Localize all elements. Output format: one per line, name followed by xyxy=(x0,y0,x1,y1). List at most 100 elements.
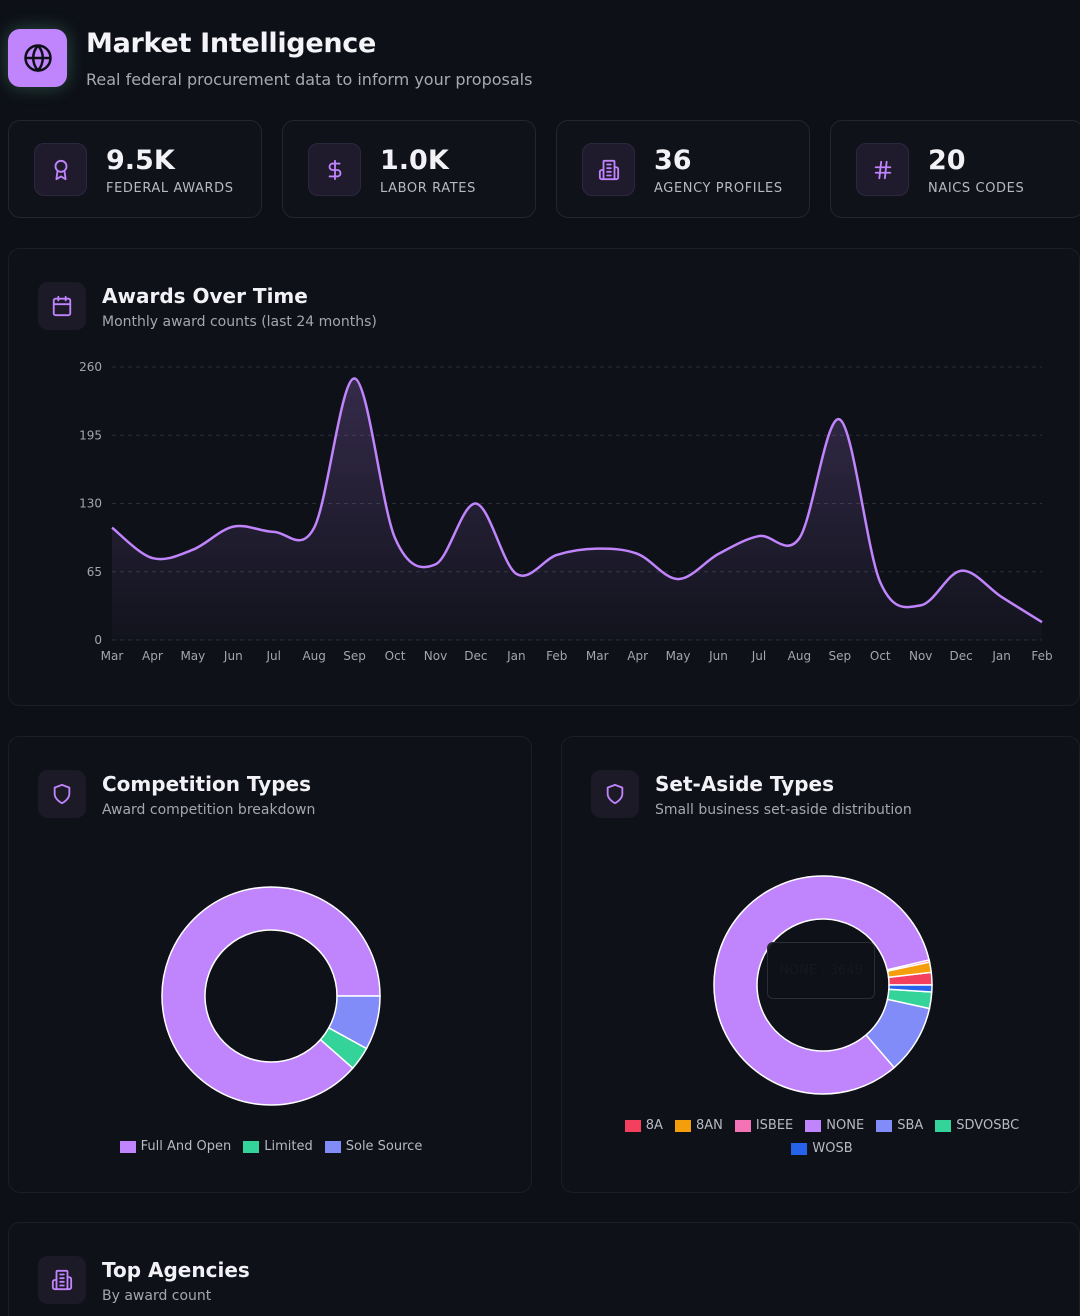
slice-sole-source[interactable] xyxy=(327,995,381,1050)
globe-icon xyxy=(8,29,67,87)
y-tick-label: 65 xyxy=(87,565,102,579)
legend-label: ISBEE xyxy=(755,1118,794,1133)
x-tick-label: Jun xyxy=(223,649,243,663)
slice-none[interactable] xyxy=(713,875,930,1095)
stat-label: AGENCY PROFILES xyxy=(654,181,783,196)
competition-types-card: Competition Types Award competition brea… xyxy=(8,736,532,1193)
tooltip-text: NONE : 3649 xyxy=(779,963,863,978)
legend-item-8a[interactable]: 8A xyxy=(624,1118,663,1133)
legend-label: Limited xyxy=(264,1139,313,1154)
calendar-icon xyxy=(38,282,86,330)
legend-swatch xyxy=(734,1119,751,1132)
x-tick-label: Apr xyxy=(627,649,648,663)
card-subtitle: Monthly award counts (last 24 months) xyxy=(102,314,377,330)
set-aside-types-card: Set-Aside Types Small business set-aside… xyxy=(561,736,1080,1193)
card-subtitle: By award count xyxy=(102,1288,212,1304)
stat-card-naics-codes[interactable]: 20 NAICS CODES xyxy=(830,120,1080,218)
x-tick-label: Sep xyxy=(343,649,366,663)
legend-item-sba[interactable]: SBA xyxy=(876,1118,923,1133)
x-tick-label: Oct xyxy=(385,649,406,663)
x-tick-label: May xyxy=(666,649,691,663)
legend-label: 8AN xyxy=(695,1118,723,1133)
stat-label: NAICS CODES xyxy=(928,181,1025,196)
page-header: Market Intelligence Real federal procure… xyxy=(8,28,1068,89)
area-fill xyxy=(112,378,1042,640)
set-aside-legend: 8A 8AN ISBEE NONE SBA SDVOSBC WOSB xyxy=(602,1118,1042,1164)
x-tick-label: Mar xyxy=(101,649,124,663)
x-tick-label: Jul xyxy=(751,649,766,663)
awards-line-chart: 0 65 130 195 260 Mar Apr May Jun Jul Aug Sep Oct Nov D… xyxy=(79,360,1053,663)
card-title: Set-Aside Types xyxy=(655,772,835,796)
competition-donut-chart xyxy=(161,886,381,1106)
legend-label: 8A xyxy=(645,1118,663,1133)
x-tick-label: Aug xyxy=(302,649,325,663)
stat-value: 20 xyxy=(928,145,966,176)
competition-legend: Full And Open Limited Sole Source xyxy=(9,1139,533,1162)
legend-label: Sole Source xyxy=(345,1139,423,1154)
legend-item-wosb[interactable]: WOSB xyxy=(791,1141,853,1156)
x-tick-label: Jan xyxy=(991,649,1011,663)
stat-card-federal-awards[interactable]: 9.5K FEDERAL AWARDS xyxy=(8,120,262,218)
legend-item-8an[interactable]: 8AN xyxy=(674,1118,723,1133)
slice-wosb[interactable] xyxy=(888,984,933,993)
x-tick-label: Feb xyxy=(546,649,567,663)
y-tick-label: 195 xyxy=(79,428,102,442)
legend-item-isbee[interactable]: ISBEE xyxy=(734,1118,794,1133)
y-tick-label: 130 xyxy=(79,497,102,511)
x-tick-label: Nov xyxy=(424,649,447,663)
award-icon xyxy=(34,143,87,196)
legend-item-sdvosbc[interactable]: SDVOSBC xyxy=(935,1118,1019,1133)
legend-swatch xyxy=(805,1119,822,1132)
legend-swatch xyxy=(935,1119,952,1132)
stat-value: 36 xyxy=(654,145,692,176)
legend-item-full-and-open[interactable]: Full And Open xyxy=(119,1139,232,1154)
card-subtitle: Award competition breakdown xyxy=(102,802,316,818)
series-line xyxy=(111,377,1043,624)
card-title: Competition Types xyxy=(102,772,312,796)
legend-label: SDVOSBC xyxy=(956,1118,1020,1133)
legend-swatch xyxy=(624,1119,641,1132)
set-aside-donut-chart xyxy=(713,875,933,1095)
legend-label: NONE xyxy=(826,1118,865,1133)
shield-icon xyxy=(591,770,639,818)
x-tick-label: Jan xyxy=(506,649,526,663)
stat-card-labor-rates[interactable]: 1.0K LABOR RATES xyxy=(282,120,536,218)
legend-swatch xyxy=(324,1140,341,1153)
hash-icon xyxy=(856,143,909,196)
x-tick-label: Dec xyxy=(464,649,487,663)
dollar-icon xyxy=(308,143,361,196)
card-subtitle: Small business set-aside distribution xyxy=(655,802,912,818)
chart-tooltip: NONE : 3649 xyxy=(767,942,875,999)
shield-icon xyxy=(38,770,86,818)
x-tick-label: Dec xyxy=(950,649,973,663)
x-tick-label: Jul xyxy=(265,649,280,663)
slice-full-and-open[interactable] xyxy=(161,886,381,1106)
x-tick-label: Mar xyxy=(586,649,609,663)
legend-item-sole-source[interactable]: Sole Source xyxy=(324,1139,423,1154)
legend-swatch xyxy=(791,1142,808,1155)
stat-value: 1.0K xyxy=(380,145,449,176)
x-tick-label: Nov xyxy=(909,649,932,663)
legend-label: SBA xyxy=(897,1118,924,1133)
stat-label: FEDERAL AWARDS xyxy=(106,181,234,196)
x-tick-label: May xyxy=(180,649,205,663)
legend-item-none[interactable]: NONE xyxy=(805,1118,864,1133)
x-tick-label: Oct xyxy=(870,649,891,663)
y-tick-label: 0 xyxy=(94,633,102,647)
stat-card-agency-profiles[interactable]: 36 AGENCY PROFILES xyxy=(556,120,810,218)
building-icon xyxy=(582,143,635,196)
page-subtitle: Real federal procurement data to inform … xyxy=(86,70,533,89)
legend-swatch xyxy=(243,1140,260,1153)
x-tick-label: Feb xyxy=(1031,649,1052,663)
page-title: Market Intelligence xyxy=(86,28,376,59)
legend-label: Full And Open xyxy=(140,1139,232,1154)
legend-swatch xyxy=(119,1140,136,1153)
top-agencies-card: Top Agencies By award count xyxy=(8,1222,1080,1316)
card-title: Awards Over Time xyxy=(102,284,308,308)
legend-swatch xyxy=(674,1119,691,1132)
x-tick-label: Jun xyxy=(708,649,728,663)
y-tick-label: 260 xyxy=(79,360,102,374)
legend-label: WOSB xyxy=(812,1141,853,1156)
legend-item-limited[interactable]: Limited xyxy=(243,1139,313,1154)
x-tick-label: Sep xyxy=(829,649,852,663)
